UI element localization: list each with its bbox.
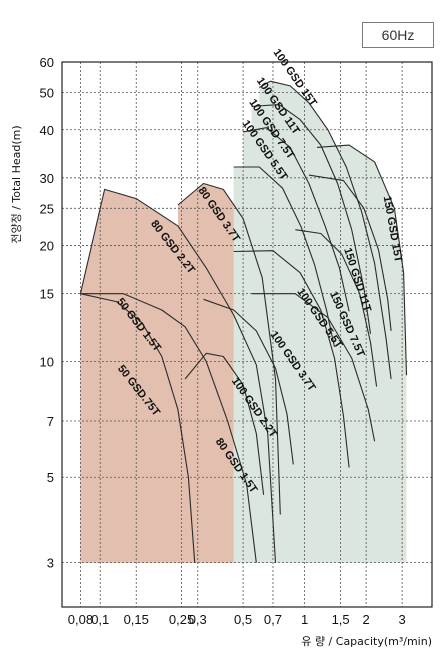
x-tick-label-8: 1,5: [332, 612, 350, 627]
y-tick-label-4: 15: [40, 287, 54, 302]
x-tick-label-1: 0,1: [91, 612, 109, 627]
x-axis-label: 유 량 / Capacity(m³/min): [301, 635, 432, 648]
curve-7: [233, 166, 336, 348]
curve-14: [316, 144, 408, 376]
region-fills: [80, 81, 407, 563]
x-tick-label-6: 0,7: [264, 612, 282, 627]
y-tick-labels: 3 5 7 10 15 20 25 30 40 50 60: [40, 55, 54, 571]
y-axis-label: 전양정 / Total Head(m): [10, 125, 23, 243]
y-tick-label-0: 3: [47, 556, 54, 571]
x-tick-label-5: 0,5: [234, 612, 252, 627]
region-fill-14: [317, 145, 407, 563]
y-tick-label-2: 7: [47, 414, 54, 429]
x-tick-label-3: 0,25: [169, 612, 194, 627]
curve-2: [79, 188, 277, 563]
y-tick-label-8: 40: [40, 123, 54, 138]
plot-frame: [61, 61, 433, 608]
curve-5: [203, 298, 294, 465]
x-tick-label-0: 0,08: [68, 612, 93, 627]
curve-4: [184, 352, 265, 495]
performance-curves: [79, 80, 408, 563]
x-tick-label-10: 3: [399, 612, 406, 627]
y-tick-label-10: 60: [40, 55, 54, 70]
y-tick-label-5: 20: [40, 239, 54, 254]
curve-1: [80, 293, 257, 563]
x-tick-labels: 0,080,1 0,15 0,250,3 0,5 0,7 1 1,5 2 3: [68, 612, 406, 627]
y-tick-label-3: 10: [40, 354, 54, 369]
y-tick-label-6: 25: [40, 201, 54, 216]
y-tick-label-9: 50: [40, 85, 54, 100]
curve-10: [259, 80, 392, 380]
x-tick-label-4: 0,3: [189, 612, 207, 627]
curve-11: [251, 293, 376, 442]
curve-3: [177, 182, 281, 515]
y-tick-label-7: 30: [40, 171, 54, 186]
frequency-badge: 60Hz: [362, 22, 434, 48]
curve-0: [80, 293, 196, 563]
x-tick-label-7: 1: [301, 612, 308, 627]
curve-6: [233, 250, 350, 468]
curve-13: [308, 174, 392, 331]
x-tick-label-9: 2: [363, 612, 370, 627]
curve-9: [251, 104, 372, 334]
curve-12: [295, 229, 378, 387]
curve-8: [243, 127, 350, 312]
x-tick-label-2: 0,15: [124, 612, 149, 627]
y-tick-label-1: 5: [47, 470, 54, 485]
